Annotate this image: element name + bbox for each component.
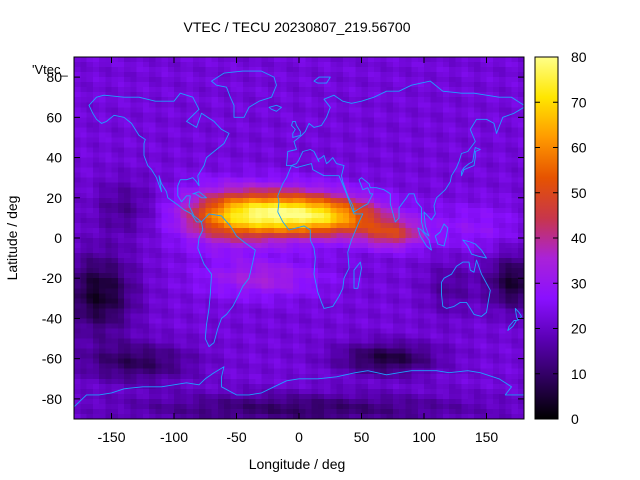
x-tick-label: 100 <box>412 429 436 445</box>
x-axis-label: Longitude / deg <box>249 456 346 472</box>
colorbar-ticks: 0 10 20 30 40 50 60 70 80 <box>535 49 587 427</box>
coastline-new-zealand-south <box>507 320 517 331</box>
coastline-uk <box>291 120 301 138</box>
y-tick-label: 40 <box>46 150 62 166</box>
y-tick-label: -20 <box>42 270 62 286</box>
colorbar-tick-label: 80 <box>571 49 587 65</box>
coastline-iceland <box>268 104 282 112</box>
y-tick-label: 0 <box>54 230 62 246</box>
coastline-japan <box>461 147 481 177</box>
vtec-heatmap <box>74 57 524 419</box>
y-axis-ticks: -80 -60 -40 -20 0 20 40 60 80 <box>42 69 524 407</box>
y-axis-label: Latitude / deg <box>4 196 20 281</box>
x-tick-label: 150 <box>475 429 499 445</box>
colorbar-tick-label: 10 <box>571 366 587 382</box>
coastline-madagascar <box>353 261 362 289</box>
chart-title: VTEC / TECU 20230807_219.56700 <box>183 19 410 35</box>
plot-area: -150 -100 -50 0 50 100 150 -80 -60 -40 -20 0 20 40 60… <box>42 56 525 445</box>
x-tick-label: 0 <box>295 429 303 445</box>
colorbar-tick-label: 50 <box>571 185 587 201</box>
colorbar: 0 10 20 30 40 50 60 70 80 <box>534 49 587 427</box>
coastline-greenland <box>211 70 277 118</box>
x-tick-label: -50 <box>226 429 246 445</box>
colorbar-tick-label: 30 <box>571 275 587 291</box>
y-tick-label: -80 <box>42 391 62 407</box>
coastline-eurasia <box>286 80 524 237</box>
coastline-australia <box>441 259 491 317</box>
y-tick-label: 60 <box>46 109 62 125</box>
coastline-antarctica <box>74 366 524 408</box>
colorbar-tick-label: 60 <box>571 140 587 156</box>
coastline-cuba <box>192 191 207 199</box>
colorbar-tick-label: 70 <box>571 94 587 110</box>
coastlines <box>74 70 524 408</box>
x-tick-label: 50 <box>354 429 370 445</box>
coastline-new-guinea <box>462 239 487 259</box>
coastline-south-america <box>197 213 256 348</box>
coastline-africa <box>277 163 364 309</box>
colorbar-tick-label: 0 <box>571 411 579 427</box>
coastline-svalbard <box>313 76 331 84</box>
coastline-north-america <box>88 92 230 223</box>
colorbar-tick-label: 40 <box>571 230 587 246</box>
y-tick-label: 20 <box>46 190 62 206</box>
y-tick-label: -60 <box>42 351 62 367</box>
x-tick-label: -100 <box>160 429 188 445</box>
x-tick-label: -150 <box>97 429 125 445</box>
colorbar-tick-label: 20 <box>571 321 587 337</box>
y-tick-label: 80 <box>46 69 62 85</box>
y-tick-label: -40 <box>42 310 62 326</box>
x-axis-ticks: -150 -100 -50 0 50 100 150 <box>97 57 498 445</box>
series-label: 'Vtec_ <box>32 62 68 77</box>
coastline-borneo <box>434 223 449 247</box>
coastline-sumatra <box>417 227 432 251</box>
